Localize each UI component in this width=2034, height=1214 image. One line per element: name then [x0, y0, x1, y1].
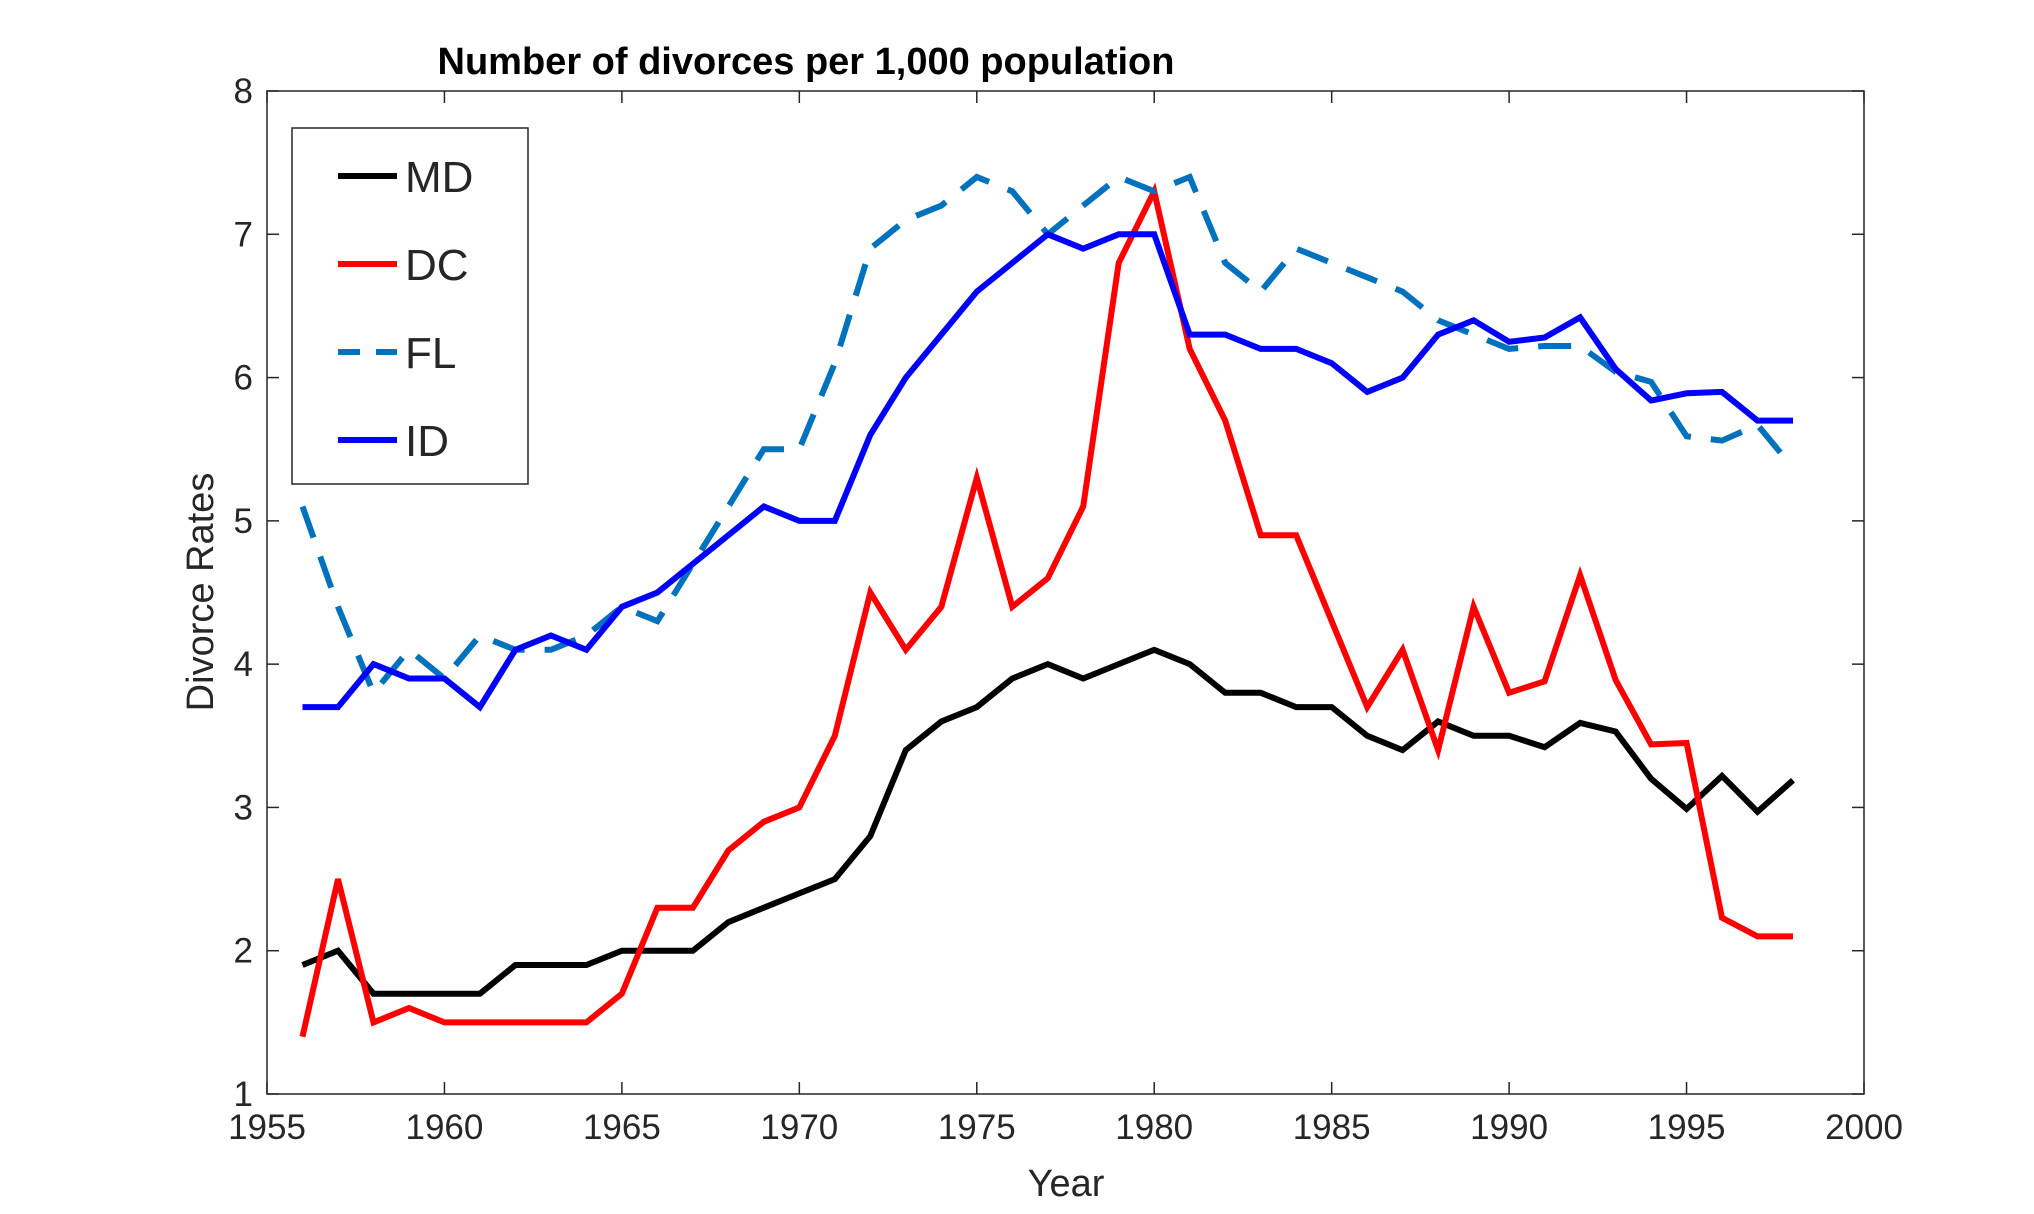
y-tick-label: 4	[234, 645, 253, 684]
y-tick-label: 7	[234, 215, 253, 254]
y-tick-label: 2	[234, 932, 253, 971]
y-tick-label: 8	[234, 72, 253, 111]
x-axis-label: Year	[1028, 1163, 1105, 1205]
y-axis-label: Divorce Rates	[180, 473, 222, 712]
y-tick-label: 6	[234, 359, 253, 398]
y-tick-label: 1	[234, 1075, 253, 1114]
y-tick-label: 5	[234, 502, 253, 541]
legend-box	[291, 127, 529, 485]
axis-ticks: 1955 1960 1965 1970 1975 1980 1985 1990 1995 2000…	[228, 72, 1903, 1147]
series-line-md	[301, 646, 1795, 997]
series-line-dc	[299, 182, 1793, 1038]
x-tick-label: 1955	[228, 1108, 306, 1147]
x-tick-label: 1970	[760, 1108, 838, 1147]
legend: MD DC FL ID	[291, 127, 529, 485]
legend-label-fl: FL	[405, 329, 456, 378]
x-tick-label: 1965	[583, 1108, 661, 1147]
legend-label-md: MD	[405, 153, 473, 202]
series-layer	[299, 173, 1796, 1038]
series-line-id	[302, 230, 1793, 712]
x-tick-label: 1990	[1470, 1108, 1548, 1147]
chart-title: Number of divorces per 1,000 population	[438, 41, 1175, 83]
x-tick-label: 1980	[1115, 1108, 1193, 1147]
x-tick-label: 1960	[406, 1108, 484, 1147]
legend-label-id: ID	[405, 417, 449, 466]
x-tick-label: 1985	[1293, 1108, 1371, 1147]
y-tick-label: 3	[234, 788, 253, 827]
x-tick-label: 1995	[1648, 1108, 1726, 1147]
x-tick-label: 1975	[938, 1108, 1016, 1147]
plot-area	[266, 90, 1865, 1095]
x-tick-label: 2000	[1825, 1108, 1903, 1147]
legend-label-dc: DC	[405, 241, 469, 290]
